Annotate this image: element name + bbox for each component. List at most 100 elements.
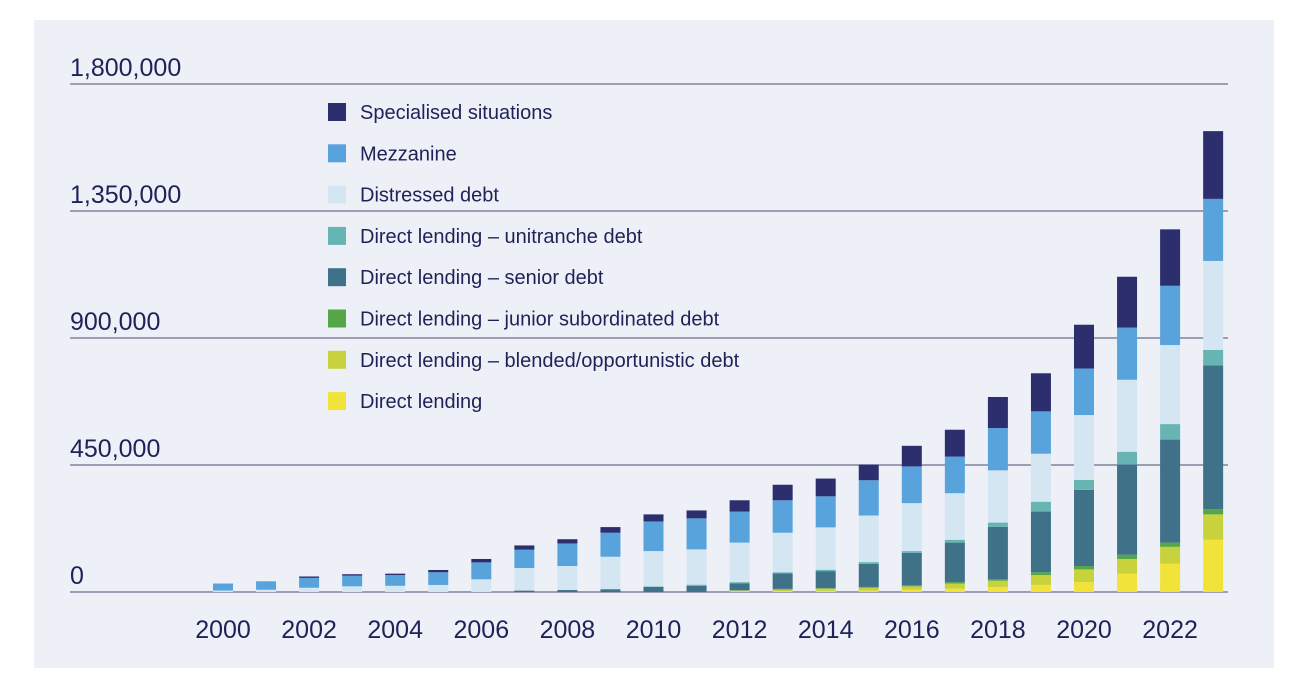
bar-segment xyxy=(858,480,879,516)
bar-segment xyxy=(729,582,750,584)
x-tick-label: 2022 xyxy=(1142,616,1198,644)
bar-segment xyxy=(686,549,707,585)
x-tick-label: 2004 xyxy=(367,616,423,644)
bar-segment xyxy=(557,539,578,544)
bar-segment xyxy=(1117,379,1138,452)
bar-segment xyxy=(1030,584,1051,592)
bar-segment xyxy=(1030,411,1051,454)
bar-segment xyxy=(858,515,879,563)
bar-segment xyxy=(1074,569,1094,583)
bar-segment xyxy=(686,585,707,592)
bar-segment xyxy=(901,503,922,552)
bar-segment xyxy=(987,526,1008,580)
bar-segment xyxy=(858,563,879,587)
bar-segment xyxy=(557,543,578,567)
bar-segment xyxy=(514,590,535,592)
x-tick-label: 2002 xyxy=(281,616,337,644)
bar-segment xyxy=(299,587,320,592)
bar-segment xyxy=(901,552,922,586)
bar-segment xyxy=(987,586,1008,592)
bar-segment xyxy=(729,583,750,591)
bar-segment xyxy=(987,470,1008,523)
bar-segment xyxy=(1203,349,1224,366)
bar-segment xyxy=(815,590,836,592)
bar-segment xyxy=(729,591,750,592)
x-tick-label: 2010 xyxy=(626,616,682,644)
bar-segment xyxy=(686,584,707,586)
bar-segment xyxy=(1160,285,1181,346)
bar-segment xyxy=(643,586,664,592)
bar-segment xyxy=(1117,573,1138,592)
bar-segment xyxy=(514,545,535,550)
bar-segment xyxy=(600,532,621,557)
bar-segment xyxy=(729,500,750,512)
y-tick-label: 1,350,000 xyxy=(70,181,181,209)
bar-segment xyxy=(385,573,406,576)
bar-segment xyxy=(944,588,965,592)
bar-segment xyxy=(772,500,793,533)
bar-segment xyxy=(1074,479,1094,490)
bar-segment xyxy=(643,514,664,522)
bar-segment xyxy=(1030,501,1051,512)
bar-segment xyxy=(901,551,922,553)
bar-segment xyxy=(1203,260,1224,350)
bar-segment xyxy=(385,585,406,592)
bar-segment xyxy=(514,568,535,591)
bar-segment xyxy=(213,583,233,591)
bar-segment xyxy=(858,590,879,592)
bar-segment xyxy=(1074,489,1094,567)
bar-segment xyxy=(944,456,965,494)
bar-segment xyxy=(471,562,492,580)
bar-segment xyxy=(1117,554,1138,559)
bar-segment xyxy=(772,588,793,590)
bar-segment xyxy=(1030,453,1051,502)
bar-segment xyxy=(772,589,793,592)
bar-segment xyxy=(428,572,449,585)
bar-segment xyxy=(557,590,578,592)
legend-label: Direct lending – junior subordinated deb… xyxy=(360,309,720,331)
bar-segment xyxy=(944,429,965,457)
bar-segment xyxy=(1117,464,1138,555)
x-tick-label: 2000 xyxy=(195,616,251,644)
x-axis-labels: 2000 2002 2004 2006 2008 2010 2012 2014 2016 2018… xyxy=(195,616,1198,644)
bar-segment xyxy=(772,572,793,574)
bar-segment xyxy=(256,581,277,590)
bar-segment xyxy=(815,478,836,497)
bar-segment xyxy=(1117,327,1138,380)
bar-segment xyxy=(729,511,750,543)
bar-segment xyxy=(858,586,879,588)
bar-segment xyxy=(901,589,922,592)
legend-label: Direct lending xyxy=(360,391,482,413)
legend-swatch xyxy=(328,268,346,287)
bar-segment xyxy=(1203,365,1224,510)
bar-segment xyxy=(987,522,1008,527)
legend-swatch xyxy=(328,350,346,369)
bar-segment xyxy=(815,588,836,591)
bar-segment xyxy=(471,558,492,563)
bar-segment xyxy=(901,585,922,587)
bar-segment xyxy=(1117,451,1138,465)
legend-label: Direct lending – senior debt xyxy=(360,267,604,289)
bar-segment xyxy=(428,569,449,573)
bar-segment xyxy=(643,551,664,587)
bar-segment xyxy=(772,484,793,501)
bar-segment xyxy=(643,586,664,587)
bar-segment xyxy=(1074,368,1094,416)
bar-segment xyxy=(686,518,707,550)
bar-segment xyxy=(1074,415,1094,480)
y-tick-label: 0 xyxy=(70,562,84,590)
bar-segment xyxy=(299,576,320,578)
bar-segment xyxy=(600,556,621,590)
legend-label: Direct lending – unitranche debt xyxy=(360,226,643,248)
y-tick-label: 450,000 xyxy=(70,435,160,463)
x-tick-label: 2020 xyxy=(1056,616,1112,644)
legend-swatch xyxy=(328,392,346,411)
bar-segment xyxy=(772,573,793,589)
bar-segment xyxy=(385,575,406,586)
bar-segment xyxy=(1160,424,1181,440)
y-tick-label: 900,000 xyxy=(70,308,160,336)
bar-segment xyxy=(1203,539,1224,592)
bar-segment xyxy=(858,464,879,481)
x-tick-label: 2006 xyxy=(453,616,509,644)
bar-segment xyxy=(815,571,836,589)
